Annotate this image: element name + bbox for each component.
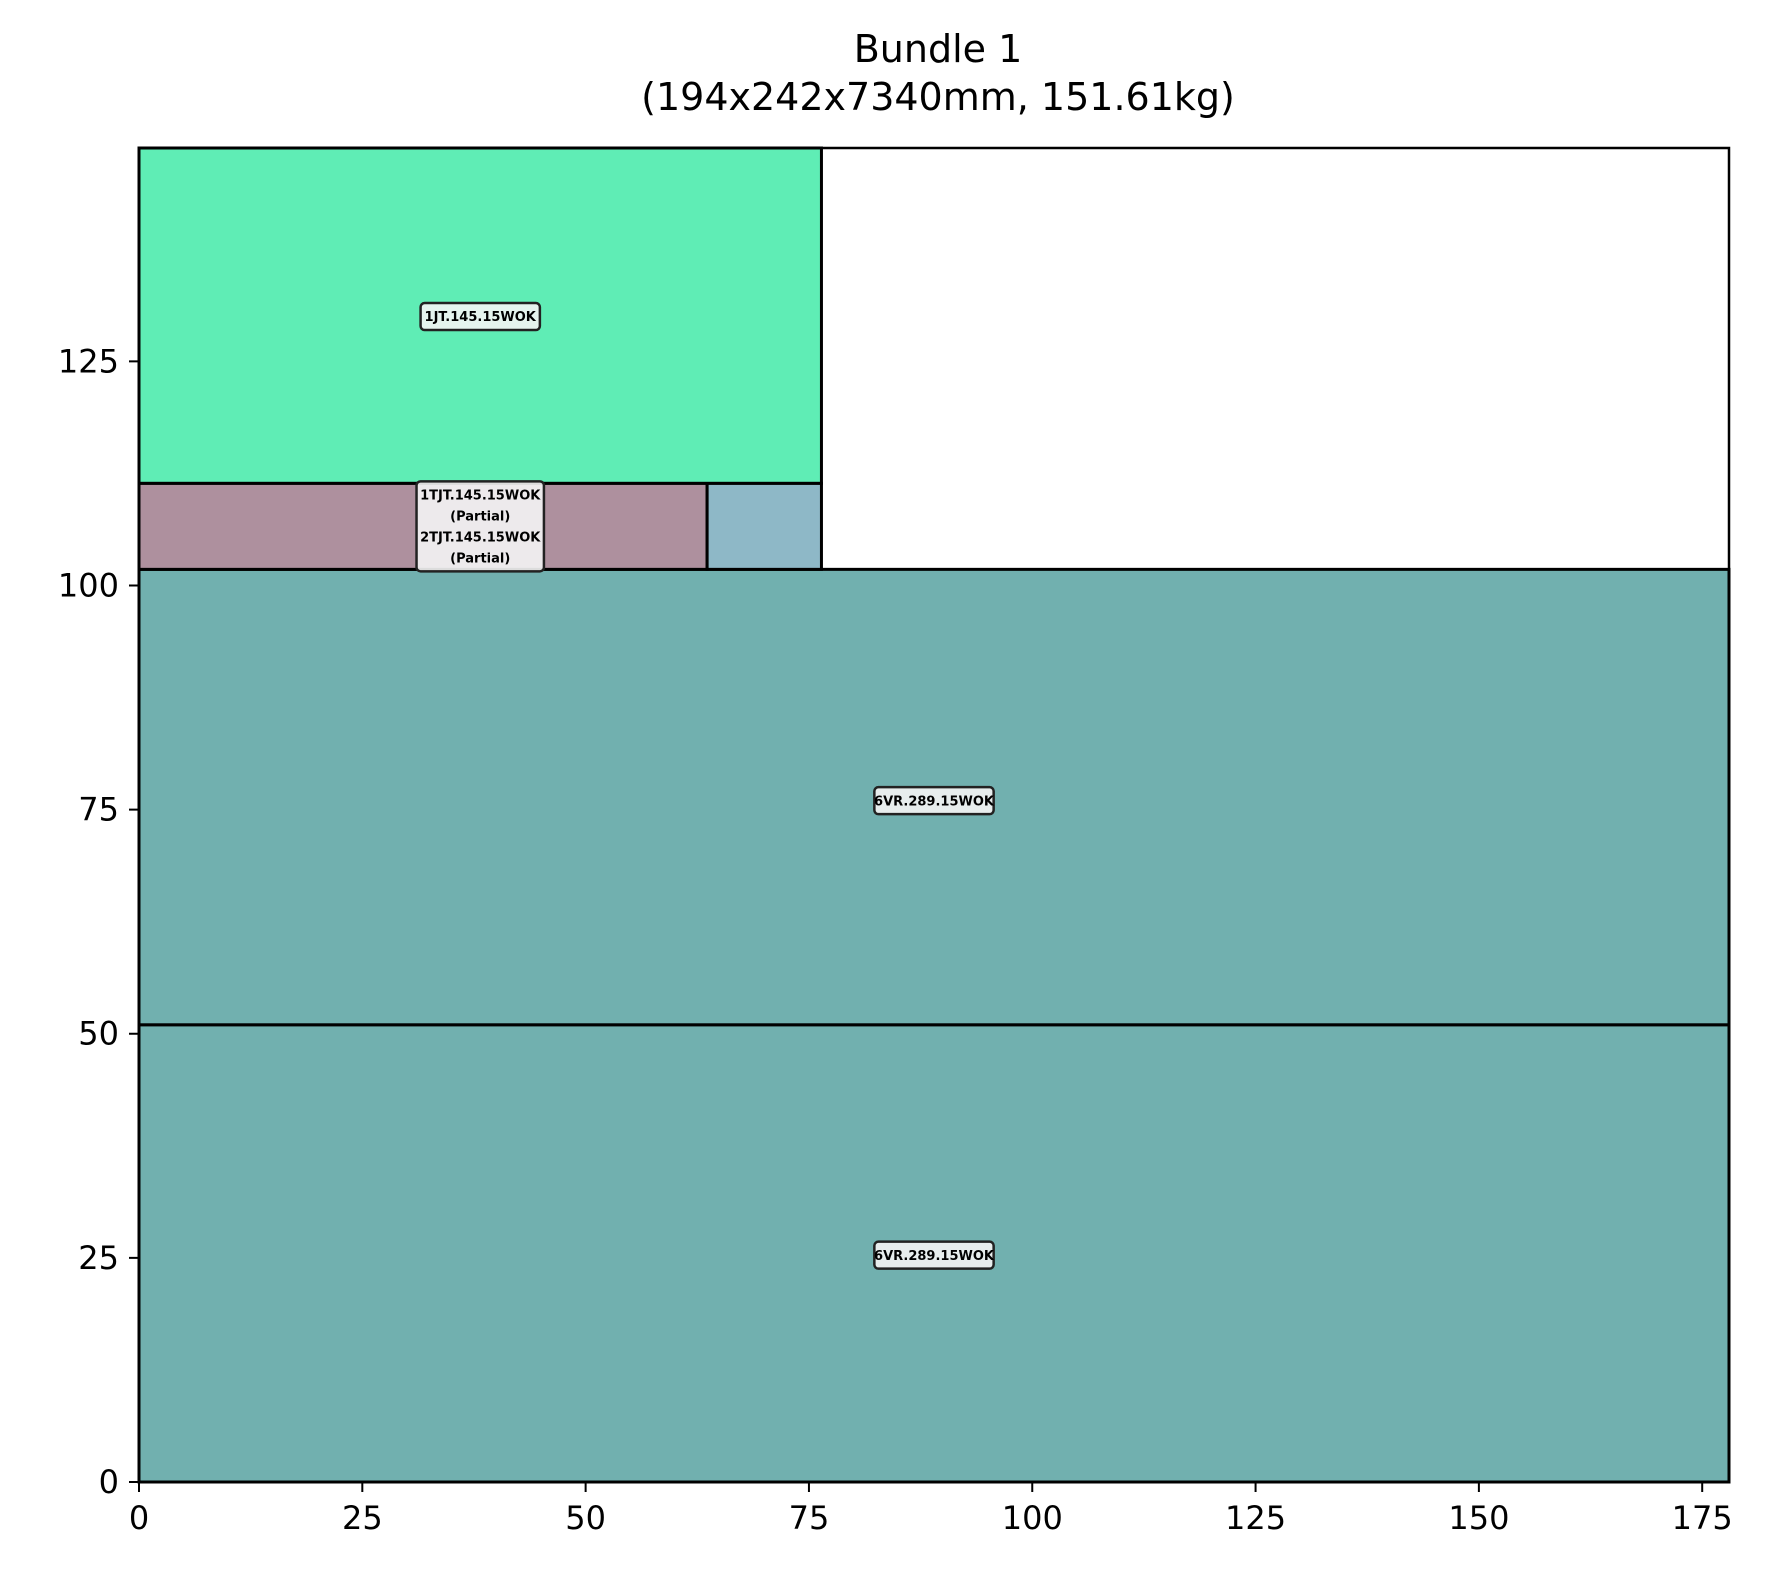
x-tick-label: 0 xyxy=(129,1499,149,1537)
layout-rectangles xyxy=(137,146,1731,1484)
label-line: 6VR.289.15WOK xyxy=(874,794,995,809)
label-line: 1JT.145.15WOK xyxy=(425,310,537,325)
x-tick-label: 175 xyxy=(1672,1499,1733,1537)
label-box xyxy=(419,301,542,332)
piece-label-3: 6VR.289.15WOK xyxy=(873,785,995,816)
label-box xyxy=(873,1240,995,1270)
y-tick-label: 75 xyxy=(78,791,119,829)
y-tick-label: 25 xyxy=(78,1239,119,1277)
piece-label-4: 6VR.289.15WOK xyxy=(873,1240,995,1270)
chart-title: Bundle 1 xyxy=(854,27,1023,71)
x-tick-label: 100 xyxy=(1002,1499,1063,1537)
x-tick-label: 125 xyxy=(1225,1499,1286,1537)
label-line: 2TJT.145.15WOK xyxy=(420,530,541,545)
y-tick-label: 125 xyxy=(58,342,119,380)
label-line: 1TJT.145.15WOK xyxy=(420,488,541,503)
x-tick-label: 75 xyxy=(789,1499,830,1537)
piece-labels: 1JT.145.15WOK 1TJT.145.15WOK (Partial) 2TJT… xyxy=(415,301,995,1270)
label-box xyxy=(415,480,546,573)
x-tick-label: 25 xyxy=(342,1499,383,1537)
y-tick-label: 50 xyxy=(78,1015,119,1053)
axes: 0 25 50 75 100 125 150 175 0 25 50 75 100 125 xyxy=(58,146,1733,1537)
label-line: (Partial) xyxy=(450,551,510,566)
x-tick-label: 50 xyxy=(565,1499,606,1537)
piece-label-1: 1JT.145.15WOK xyxy=(419,301,542,332)
layout-rect-4 xyxy=(705,481,823,571)
piece-label-2: 1TJT.145.15WOK (Partial) 2TJT.145.15WOK (Pa… xyxy=(415,480,546,573)
y-tick-label: 0 xyxy=(99,1463,119,1501)
label-line: 6VR.289.15WOK xyxy=(874,1249,995,1264)
plot-frame xyxy=(137,146,1731,1484)
x-tick-label: 150 xyxy=(1448,1499,1509,1537)
y-tick-label: 100 xyxy=(58,566,119,604)
label-line: (Partial) xyxy=(450,509,510,524)
chart-subtitle: (194x242x7340mm, 151.61kg) xyxy=(641,75,1235,119)
label-box xyxy=(873,785,995,816)
